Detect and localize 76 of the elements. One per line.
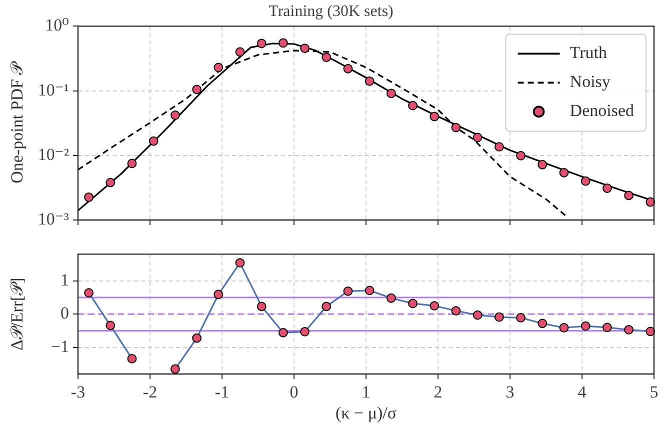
y-tick-label: 0 xyxy=(60,304,69,323)
x-axis-title: (κ − μ)/σ xyxy=(336,403,396,422)
point xyxy=(430,301,440,310)
point xyxy=(580,321,590,331)
x-tick-label: -2 xyxy=(142,382,158,402)
legend-label: Denoised xyxy=(570,101,634,120)
point xyxy=(127,158,137,168)
point xyxy=(364,76,374,86)
point xyxy=(364,286,374,296)
point xyxy=(127,354,137,364)
point xyxy=(214,290,224,300)
point xyxy=(602,184,612,193)
x-tick-label: -1 xyxy=(214,382,230,402)
point xyxy=(430,112,440,122)
point xyxy=(516,313,526,322)
point xyxy=(408,298,418,308)
point xyxy=(494,142,504,152)
legend-label: Truth xyxy=(570,43,608,62)
point xyxy=(494,312,504,322)
point xyxy=(624,190,634,200)
y-axis-title: Δ𝒫/Err[𝒫] xyxy=(8,278,27,350)
point xyxy=(538,318,548,328)
point xyxy=(300,327,310,336)
legend-label: Noisy xyxy=(570,72,611,92)
y-tick-label: −1 xyxy=(50,336,69,356)
point xyxy=(106,320,116,330)
x-tick-label: 4 xyxy=(578,382,587,402)
point xyxy=(84,288,94,298)
point xyxy=(559,168,569,178)
point xyxy=(192,84,202,94)
point xyxy=(170,110,180,120)
point xyxy=(646,326,656,336)
point xyxy=(472,132,482,142)
point xyxy=(170,364,180,374)
point xyxy=(84,192,94,202)
point xyxy=(386,293,396,303)
y-tick-label: 10⁰ xyxy=(45,16,70,35)
x-tick-label: 2 xyxy=(434,382,442,402)
point xyxy=(235,258,245,268)
point xyxy=(256,38,266,48)
x-tick-label: 1 xyxy=(362,382,370,402)
point xyxy=(214,62,224,72)
x-tick-label: 0 xyxy=(290,382,298,402)
point xyxy=(235,47,245,57)
point xyxy=(192,333,202,343)
y-tick-label: 10⁻¹ xyxy=(38,80,69,100)
point xyxy=(451,306,461,316)
point xyxy=(278,328,288,338)
point xyxy=(624,325,634,334)
point xyxy=(106,178,116,188)
point xyxy=(646,197,656,207)
point xyxy=(408,100,418,110)
point xyxy=(300,44,310,53)
y-axis-title: One-point PDF 𝒫 xyxy=(8,60,27,184)
x-tick-label: 3 xyxy=(506,382,514,402)
point xyxy=(451,122,461,132)
point xyxy=(472,310,482,320)
x-tick-label: 5 xyxy=(650,382,658,402)
point xyxy=(322,52,332,62)
point xyxy=(516,150,526,160)
chart-title: Training (30K sets) xyxy=(268,2,394,20)
y-tick-label: 10⁻³ xyxy=(38,209,69,228)
point xyxy=(278,38,288,48)
y-tick-label: 1 xyxy=(60,270,69,290)
point xyxy=(343,286,353,296)
point xyxy=(386,88,396,98)
y-tick-label: 10⁻² xyxy=(38,144,69,164)
point xyxy=(322,302,332,312)
point xyxy=(538,160,548,170)
point xyxy=(343,64,353,74)
point xyxy=(602,322,612,332)
x-tick-label: -3 xyxy=(70,382,86,402)
point xyxy=(256,302,266,312)
point xyxy=(148,136,158,146)
point xyxy=(580,176,590,186)
point xyxy=(559,323,569,332)
